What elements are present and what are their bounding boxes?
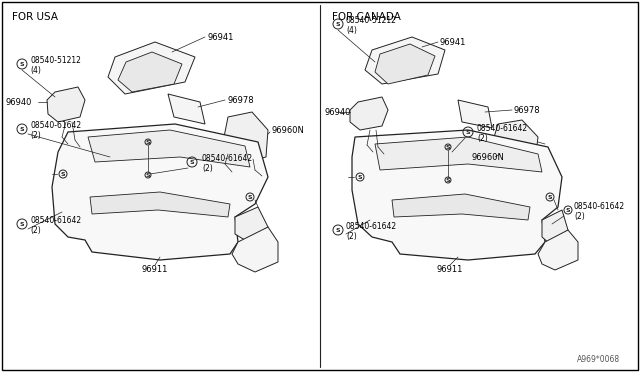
Polygon shape [492, 120, 538, 167]
Text: S: S [189, 160, 195, 164]
Text: 08540-61642: 08540-61642 [202, 154, 253, 163]
Text: (2): (2) [202, 164, 212, 173]
Text: S: S [146, 140, 150, 144]
Polygon shape [365, 37, 445, 84]
Text: 08540-61642: 08540-61642 [574, 202, 625, 211]
Text: (2): (2) [574, 212, 585, 221]
Text: S: S [336, 228, 340, 232]
Text: 96941: 96941 [440, 38, 467, 46]
Text: 08540-51212: 08540-51212 [346, 16, 397, 25]
Text: 96911: 96911 [142, 266, 168, 275]
Polygon shape [47, 87, 85, 122]
Text: S: S [358, 174, 362, 180]
Text: 96941: 96941 [207, 32, 234, 42]
Text: (4): (4) [30, 65, 41, 74]
Text: FOR USA: FOR USA [12, 12, 58, 22]
Polygon shape [232, 227, 278, 272]
Polygon shape [352, 130, 562, 260]
Text: (2): (2) [30, 225, 41, 234]
Polygon shape [458, 100, 492, 128]
Text: S: S [61, 171, 65, 176]
Text: (2): (2) [477, 134, 488, 142]
Text: S: S [466, 129, 470, 135]
Text: S: S [20, 61, 24, 67]
Text: 96940: 96940 [5, 97, 31, 106]
Text: FOR CANADA: FOR CANADA [332, 12, 401, 22]
Text: 08540-61642: 08540-61642 [30, 215, 81, 224]
Text: 96911: 96911 [437, 266, 463, 275]
Polygon shape [375, 137, 542, 172]
Text: 08540-61642: 08540-61642 [346, 221, 397, 231]
Text: 96978: 96978 [514, 106, 541, 115]
Text: 08540-61642: 08540-61642 [477, 124, 528, 132]
Text: A969*0068: A969*0068 [577, 356, 620, 365]
Polygon shape [375, 44, 435, 84]
Polygon shape [224, 112, 268, 162]
Text: (2): (2) [346, 231, 356, 241]
Text: 08540-51212: 08540-51212 [30, 55, 81, 64]
Polygon shape [350, 97, 388, 130]
Polygon shape [235, 207, 268, 242]
Polygon shape [392, 194, 530, 220]
Text: 96978: 96978 [227, 96, 253, 105]
Polygon shape [88, 130, 250, 167]
Text: S: S [566, 208, 570, 212]
Text: S: S [336, 22, 340, 26]
Text: 96940: 96940 [325, 108, 351, 116]
Polygon shape [118, 52, 182, 92]
Text: (4): (4) [346, 26, 357, 35]
Text: S: S [146, 173, 150, 177]
Text: S: S [445, 177, 451, 183]
Polygon shape [108, 42, 195, 94]
Text: S: S [20, 221, 24, 227]
Polygon shape [168, 94, 205, 124]
Text: 96960N: 96960N [472, 153, 505, 161]
Text: S: S [548, 195, 552, 199]
Text: S: S [445, 144, 451, 150]
Polygon shape [542, 210, 568, 244]
Text: S: S [248, 195, 252, 199]
Text: (2): (2) [30, 131, 41, 140]
Polygon shape [90, 192, 230, 217]
Text: 96960N: 96960N [272, 125, 305, 135]
Text: S: S [20, 126, 24, 131]
Text: 08540-61642: 08540-61642 [30, 121, 81, 129]
Polygon shape [538, 230, 578, 270]
Polygon shape [52, 124, 268, 260]
